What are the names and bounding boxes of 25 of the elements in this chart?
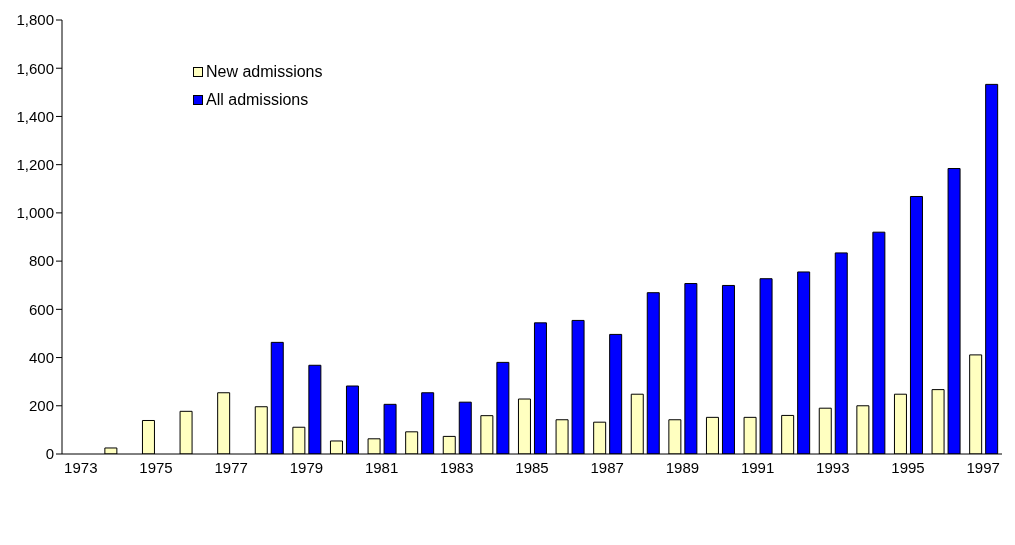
x-tick-label: 1979 [289, 458, 324, 476]
y-tick-label: 400 [28, 348, 54, 366]
x-tick-label: 1983 [440, 458, 474, 476]
y-tick-label: 800 [28, 252, 54, 270]
legend-label: All admissions [206, 90, 309, 110]
x-tick-label: 1981 [364, 458, 399, 476]
legend-label: New admissions [206, 62, 323, 82]
x-tick-label: 1975 [139, 458, 173, 476]
x-tick-label: 1989 [665, 458, 700, 476]
x-tick-label: 1977 [214, 458, 248, 476]
y-tick-label: 1,000 [16, 204, 54, 222]
y-tick-label: 1,200 [16, 155, 54, 173]
y-tick-label: 200 [28, 397, 54, 415]
x-tick-label: 1973 [64, 458, 98, 476]
x-tick-label: 1997 [966, 458, 1000, 476]
y-tick-label: 0 [45, 445, 54, 463]
x-tick-label: 1995 [891, 458, 925, 476]
y-tick-label: 1,400 [16, 107, 54, 125]
x-tick-label: 1987 [590, 458, 624, 476]
y-tick-label: 1,800 [16, 11, 54, 29]
x-tick-label: 1991 [740, 458, 775, 476]
y-tick-label: 600 [28, 300, 54, 318]
x-tick-label: 1985 [515, 458, 549, 476]
x-tick-label: 1993 [816, 458, 850, 476]
y-tick-label: 1,600 [16, 59, 54, 77]
